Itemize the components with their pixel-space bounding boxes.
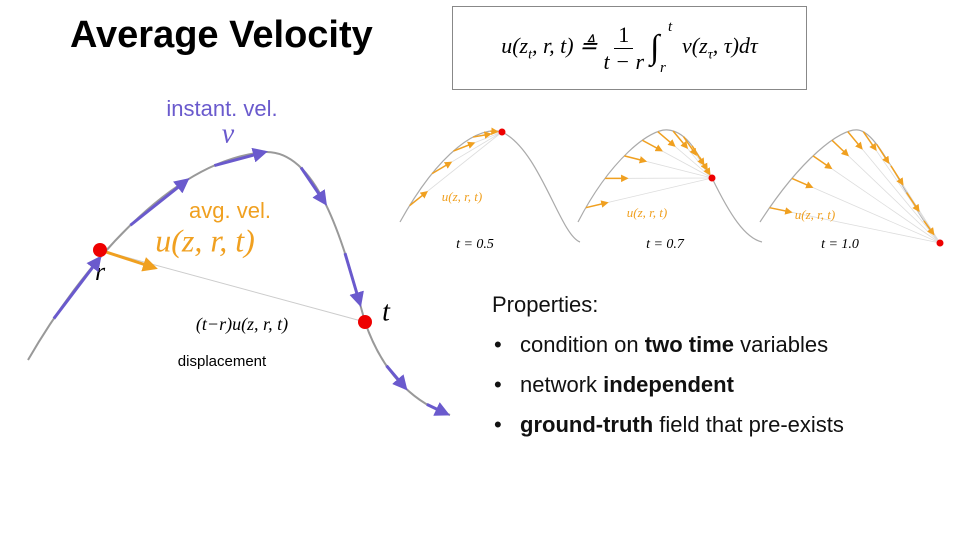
snapshot-curve: [759, 129, 941, 244]
avg-label: avg. vel.: [189, 198, 271, 223]
fan-arrow: [703, 167, 711, 176]
text: , τ)dτ: [712, 32, 758, 58]
snapshot-point: [708, 174, 716, 182]
fan-line: [812, 155, 941, 244]
fan-arrow: [453, 141, 476, 152]
displacement-formula: (t−r)u(z, r, t): [196, 314, 288, 335]
fan-arrow: [472, 131, 492, 139]
displacement-line: [99, 249, 366, 323]
instant-symbol: v: [222, 118, 235, 149]
snapshot-curve: [399, 130, 581, 243]
property-item: condition on two time variables: [492, 332, 844, 358]
snapshot-label: u(z, r, t): [442, 189, 482, 204]
integral-sign: ∫: [650, 29, 660, 66]
formula-lhs: u(zt, r, t) ≜: [501, 33, 597, 63]
text: , r, t) ≜: [532, 32, 598, 58]
fan-arrow: [791, 177, 814, 189]
instant-velocity-arrow: [129, 178, 190, 227]
numerator: 1: [614, 22, 634, 49]
fan-line: [847, 131, 941, 244]
snapshot-curve: [577, 129, 763, 243]
bold-text: two time: [644, 332, 734, 357]
text: variables: [734, 332, 829, 357]
snapshot-point: [936, 239, 944, 247]
fan-arrow: [624, 155, 648, 164]
snapshot-label: u(z, r, t): [795, 207, 835, 222]
properties: Properties: condition on two time variab…: [492, 292, 844, 438]
fan-arrow: [657, 131, 676, 147]
fan-arrow: [905, 192, 920, 213]
snapshot-time: t = 1.0: [821, 237, 859, 252]
text: u(z: [501, 32, 529, 58]
text: field that pre-exists: [653, 412, 844, 437]
fan-arrow: [769, 206, 793, 215]
displacement-label: displacement: [178, 353, 267, 370]
instant-velocity-arrow: [299, 166, 327, 206]
instant-velocity-arrow: [426, 402, 450, 416]
denominator: t − r: [603, 48, 645, 74]
lower-limit: r: [660, 60, 666, 76]
text: condition on: [520, 332, 645, 357]
instant-velocity-arrow: [385, 364, 408, 391]
property-item: ground-truth field that pre-exists: [492, 412, 844, 438]
snapshot-time: t = 0.7: [646, 237, 685, 252]
fan-arrow: [490, 127, 499, 135]
fan-arrow: [923, 220, 935, 236]
fan-arrow: [431, 161, 453, 175]
fan-line: [791, 178, 941, 244]
integral: ∫ t r: [650, 19, 676, 76]
fan-line: [769, 207, 941, 244]
text: v(z: [682, 32, 708, 58]
property-item: network independent: [492, 372, 844, 398]
avg-velocity-arrow: [99, 248, 158, 272]
integrand: v(zτ, τ)dτ: [682, 33, 758, 63]
bold-text: ground-truth: [520, 412, 654, 437]
subscript: τ: [707, 47, 713, 63]
fan-arrow: [409, 190, 428, 207]
fan-arrow: [875, 143, 890, 165]
fan-arrow: [641, 139, 663, 152]
avg-symbol: u(z, r, t): [155, 222, 255, 258]
instant-velocity-arrow: [343, 252, 364, 308]
bold-text: independent: [603, 372, 734, 397]
properties-heading: Properties:: [492, 292, 599, 317]
fan-arrow: [890, 165, 904, 186]
fan-arrow: [847, 131, 863, 150]
fan-arrow: [862, 131, 877, 152]
subscript: t: [528, 47, 532, 63]
trajectory: [27, 150, 451, 416]
text: network: [520, 372, 604, 397]
fan-line: [831, 139, 941, 244]
fan-arrow: [672, 130, 689, 150]
instant-label: instant. vel.: [166, 96, 277, 121]
instant-velocity-arrow: [52, 255, 102, 320]
fan-arrow: [831, 139, 849, 157]
snapshot-point: [498, 128, 506, 136]
end-label: t: [382, 296, 391, 327]
snapshot-label: u(z, r, t): [627, 205, 667, 220]
upper-limit: t: [668, 19, 673, 35]
title: Average Velocity: [70, 14, 373, 56]
end-point: [358, 315, 372, 329]
instant-velocity-arrow: [213, 147, 268, 167]
fan-arrow: [812, 155, 833, 170]
fan-arrow: [585, 200, 609, 209]
snapshot-time: t = 0.5: [456, 237, 494, 252]
start-point: [93, 243, 107, 257]
fan-arrow: [682, 136, 697, 156]
